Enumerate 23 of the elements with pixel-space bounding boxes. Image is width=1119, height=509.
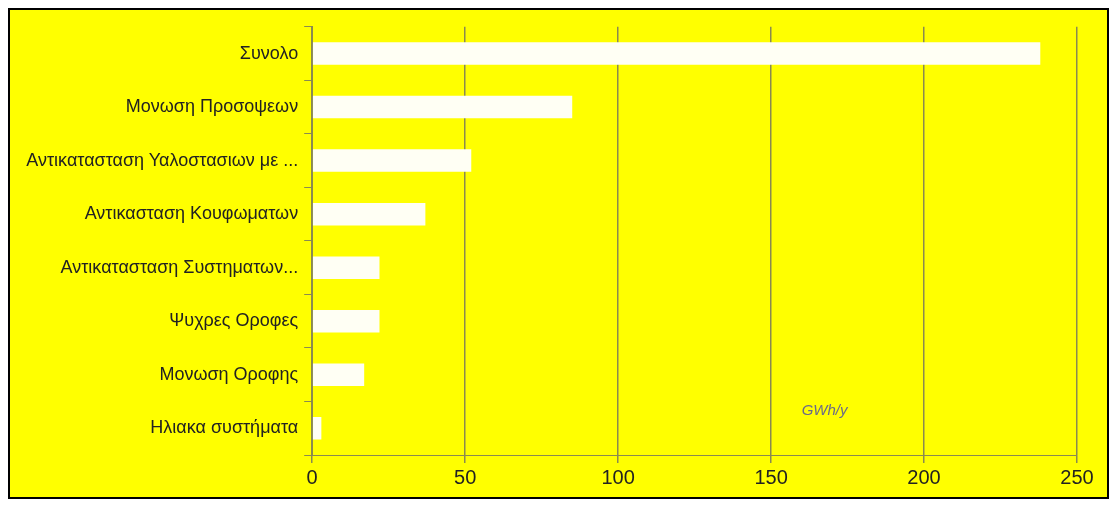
bar xyxy=(312,149,472,172)
x-tick-label: 150 xyxy=(754,465,788,488)
y-tick-label: Συνολο xyxy=(239,42,299,63)
bar xyxy=(312,309,380,333)
bar xyxy=(312,417,322,440)
y-tick-label: Ψυχρες Οροφες xyxy=(169,310,299,331)
y-tick-label: Μονωση Προσοψεων xyxy=(125,96,299,117)
bar xyxy=(312,202,426,226)
bar xyxy=(312,42,1041,65)
y-tick-label: Αντικατασταση Υαλοστασιων με ... xyxy=(26,149,299,170)
x-tick-label: 50 xyxy=(454,465,477,488)
bar xyxy=(312,256,380,279)
y-tick-label: Αντικατασταση Συστηματων... xyxy=(60,256,299,277)
bar xyxy=(312,95,573,119)
x-tick-label: 100 xyxy=(601,465,635,488)
annotation: GWh/y xyxy=(801,401,849,418)
x-tick-label: 200 xyxy=(907,465,941,488)
y-tick-label: Ηλιακα συστήματα xyxy=(150,417,299,438)
x-tick-label: 0 xyxy=(306,465,318,488)
bar xyxy=(312,363,365,386)
y-tick-label: Αντικασταση Κουφωματων xyxy=(84,203,299,224)
y-tick-label: Μονωση Οροφης xyxy=(159,363,299,384)
x-tick-label: 250 xyxy=(1060,465,1094,488)
